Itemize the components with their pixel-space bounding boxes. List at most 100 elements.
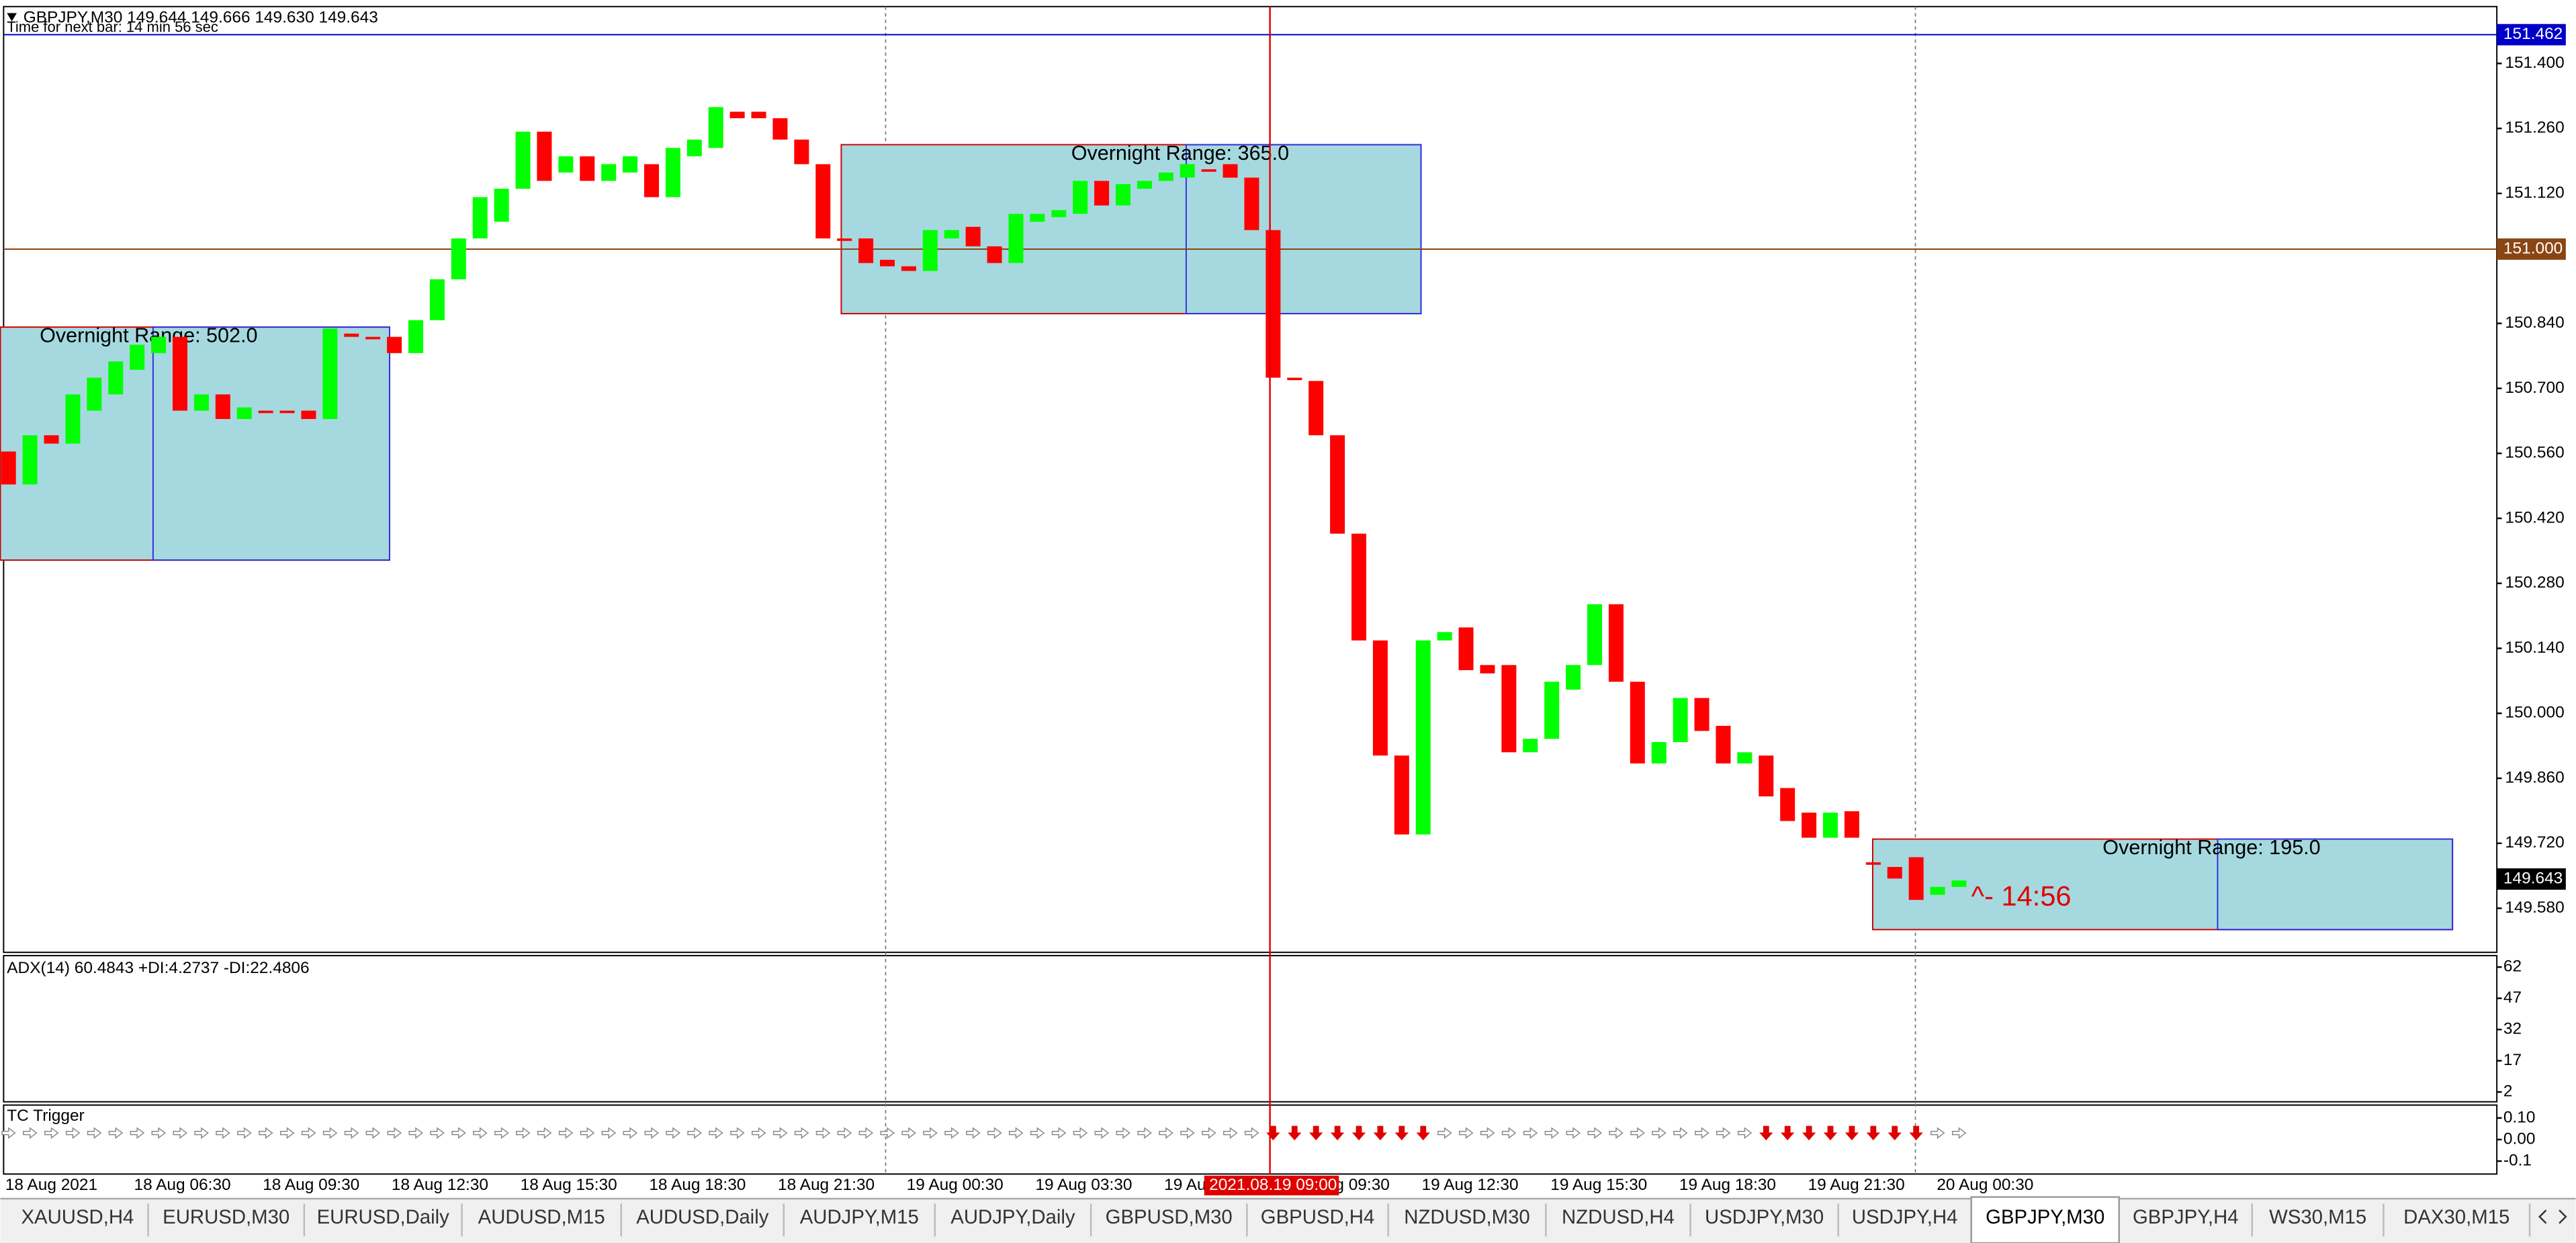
tab[interactable]: GBPJPY,M30 [1986,1206,2104,1228]
collapse-icon [7,13,17,21]
tab[interactable]: WS30,M15 [2269,1206,2366,1228]
trigger-arrow [1008,1127,1024,1139]
candle-body [1458,627,1474,670]
candle-body [601,164,617,181]
tab[interactable]: NZDUSD,H4 [1562,1206,1675,1228]
trigger-arrow [966,1127,981,1139]
candle-body [1437,632,1452,641]
candle-body [1073,181,1088,214]
trigger-arrow [1351,1125,1366,1141]
y-tick-label: 2 [2503,1083,2513,1101]
candle-body [87,377,102,411]
candle-body [279,410,295,414]
candle-body [387,336,402,353]
trigger-arrow [280,1127,295,1139]
trigger-arrow [1244,1127,1259,1139]
trigger-arrow [666,1127,680,1139]
trigger-arrow [1437,1127,1452,1139]
trigger-arrow [301,1127,316,1139]
candle-body [837,238,852,241]
tab[interactable]: GBPUSD,H4 [1261,1206,1374,1228]
candle-body [858,238,874,263]
trigger-arrow [537,1127,552,1139]
candle-body [1694,698,1709,731]
y-tick-label: 150.840 [2505,314,2564,332]
price-label: 151.462 [2503,25,2563,43]
trigger-arrow [1073,1127,1088,1139]
trigger-arrow [322,1127,338,1139]
candle-body [665,148,680,197]
candle-body [1287,377,1302,381]
trigger-arrow [1202,1127,1216,1139]
x-tick-label: 19 Aug 03:30 [1035,1176,1132,1194]
candle-body [643,164,659,197]
tab[interactable]: AUDUSD,Daily [636,1206,769,1228]
trigger-arrow [1887,1125,1902,1141]
x-tick-label: 19 Aug 12:30 [1422,1176,1519,1194]
trigger-arrow [1673,1127,1688,1139]
trigger-arrow [987,1127,1002,1139]
price-label: 151.000 [2503,239,2563,257]
candle-body [1137,181,1152,189]
tab[interactable]: AUDJPY,Daily [950,1206,1075,1228]
trigger-arrow [558,1127,574,1139]
candle-body [1501,665,1517,753]
candle-body [515,132,531,189]
tab[interactable]: GBPJPY,H4 [2133,1206,2239,1228]
trigger-arrow [1951,1127,1967,1139]
candle-body [365,336,381,340]
trigger-arrow [1159,1127,1173,1139]
tab[interactable]: XAUUSD,H4 [21,1206,134,1228]
countdown: ^- 14:56 [1971,880,2072,911]
candle-body [1780,788,1795,821]
candle-body [108,361,124,395]
candle-body [215,394,230,419]
trigger-arrow [1373,1125,1388,1141]
active-tab [1970,1196,2120,1243]
candle-body [1630,682,1645,764]
y-tick-label: 150.560 [2505,444,2564,462]
x-tick-label: 18 Aug 06:30 [134,1176,231,1194]
trigger-arrow [1116,1127,1131,1139]
candle-body [494,189,509,222]
trigger-arrow [772,1127,788,1139]
tab[interactable]: EURUSD,M30 [163,1206,290,1228]
trigger-arrow [344,1127,359,1139]
candle-body [1951,880,1967,887]
trigger-arrow [1394,1125,1409,1141]
trigger-arrow [1695,1127,1709,1139]
trigger-arrow [880,1127,895,1139]
main-panel: Overnight Range: 502.0 Overnight Range: 3… [0,34,2497,931]
trigger-arrow [837,1127,852,1139]
tab[interactable]: GBPUSD,M30 [1106,1206,1233,1228]
trigger-arrow [1,1127,16,1139]
y-tick-label: 151.120 [2505,183,2564,201]
tab[interactable]: USDJPY,H4 [1852,1206,1958,1228]
tab[interactable]: AUDJPY,M15 [800,1206,919,1228]
price-label-box [2497,868,2566,890]
tab[interactable]: DAX30,M15 [2403,1206,2510,1228]
trigger-arrow [1030,1127,1045,1139]
tab[interactable]: AUDUSD,M15 [478,1206,605,1228]
tab-bar [0,1198,2576,1243]
trigger-arrow [1180,1127,1195,1139]
candle-body [408,320,423,353]
trigger-arrow [1866,1125,1881,1141]
candle-body [1094,181,1110,206]
trigger-arrow [858,1127,874,1139]
tab[interactable]: NZDUSD,M30 [1404,1206,1529,1228]
tab[interactable]: EURUSD,Daily [317,1206,450,1228]
candle-body [301,410,316,419]
adx-label: ADX(14) 60.4843 +DI:4.2737 -DI:22.4806 [7,959,309,977]
candle-body [1351,533,1367,641]
x-tick-label: 20 Aug 00:30 [1937,1176,2033,1194]
range-label: Overnight Range: 195.0 [2102,836,2320,859]
candle-body [965,226,981,246]
trigger-arrow [1459,1127,1474,1139]
x-tick-label: 19 Aug 18:30 [1679,1176,1776,1194]
tc-label: TC Trigger [7,1107,84,1125]
trigger-arrow [901,1127,916,1139]
candle-body [944,230,959,239]
candle-body [901,266,916,271]
tab[interactable]: USDJPY,M30 [1705,1206,1824,1228]
